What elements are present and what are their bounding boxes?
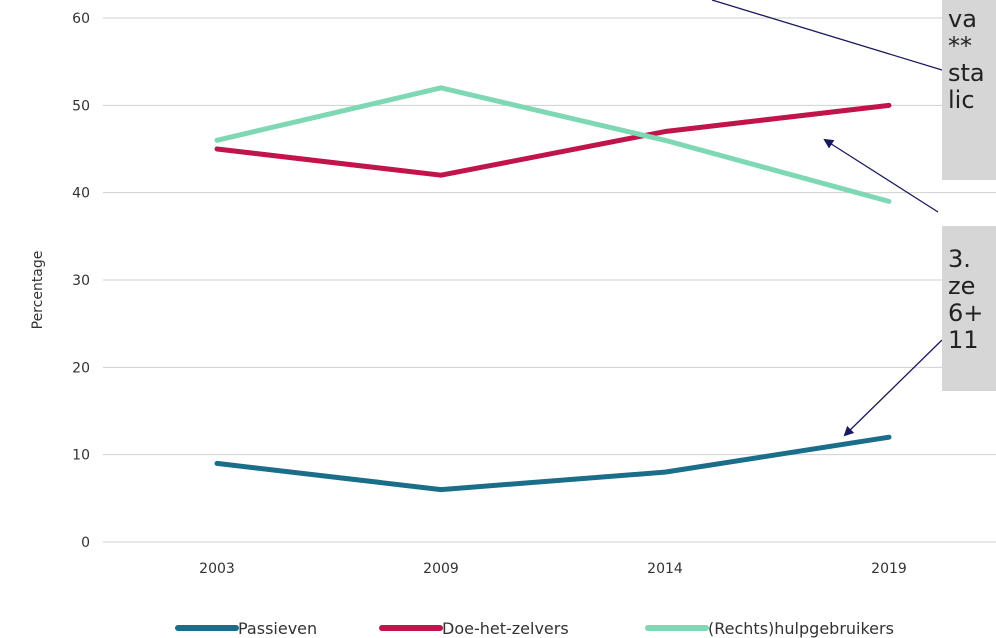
series-lines	[214, 85, 892, 493]
legend-label: (Rechts)hulpgebruikers	[708, 619, 894, 638]
grid-lines	[103, 17, 996, 543]
legend: Passieven Doe-het-zelvers (Rechts)hulpgebr…	[175, 619, 894, 638]
series-line-2	[214, 85, 892, 204]
y-tick-label: 40	[72, 186, 90, 202]
x-tick-label: 2019	[871, 561, 907, 577]
x-axis-ticks: 2003 2009 2014 2019	[199, 561, 907, 577]
y-tick-label: 30	[72, 273, 90, 289]
y-tick-label: 50	[72, 98, 90, 114]
x-tick-label: 2003	[199, 561, 235, 577]
x-tick-label: 2014	[647, 561, 683, 577]
series-line-0	[214, 434, 892, 493]
callout-box-top: va ** sta lic	[942, 0, 996, 180]
y-tick-label: 20	[72, 360, 90, 376]
y-axis-ticks: 0 10 20 30 40 50 60	[72, 11, 90, 551]
y-axis-label: Percentage	[30, 251, 46, 330]
series-line-1	[214, 102, 892, 178]
callout-box-middle: 3. ze 6+ 11	[942, 226, 996, 391]
callout-arrows	[711, 0, 943, 437]
callout-arrow-to-passieven	[843, 339, 943, 437]
callout-connector-line	[711, 0, 943, 71]
y-tick-label: 0	[81, 535, 90, 551]
y-tick-label: 60	[72, 11, 90, 27]
legend-label: Passieven	[238, 619, 317, 638]
legend-label: Doe-het-zelvers	[442, 619, 569, 638]
y-tick-label: 10	[72, 448, 90, 464]
x-tick-label: 2009	[423, 561, 459, 577]
callout-arrow-to-doe-het-zelvers	[823, 138, 939, 213]
